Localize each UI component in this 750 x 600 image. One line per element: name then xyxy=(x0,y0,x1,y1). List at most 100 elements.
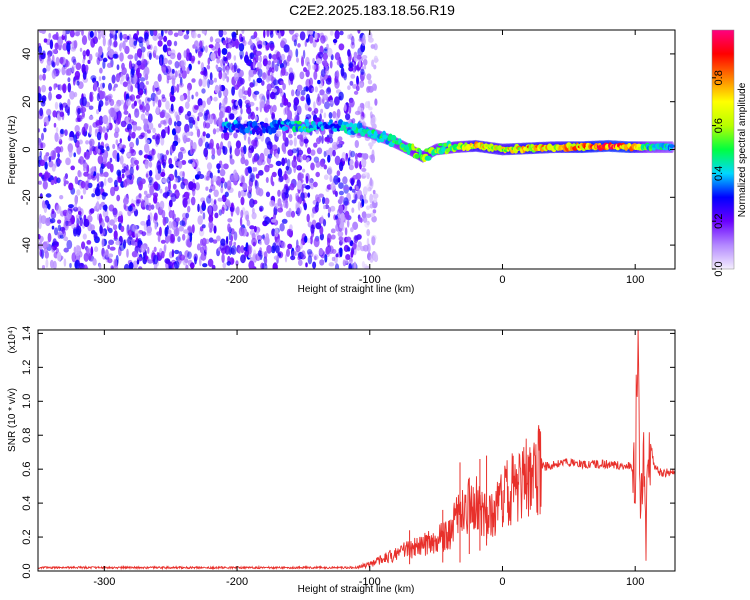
heatmap-cell xyxy=(262,127,267,134)
heatmap-cell xyxy=(342,176,348,185)
heatmap-cell xyxy=(316,147,323,155)
heatmap-cell xyxy=(173,40,178,47)
heatmap-cell xyxy=(68,182,74,191)
heatmap-cell xyxy=(203,112,208,121)
heatmap-cell xyxy=(350,150,356,158)
heatmap-cell xyxy=(270,127,277,134)
heatmap-cell xyxy=(373,252,378,262)
heatmap-cell xyxy=(351,207,355,213)
heatmap-cell xyxy=(314,255,317,261)
heatmap-cell xyxy=(160,30,164,37)
heatmap-cell xyxy=(213,225,217,234)
heatmap-cell xyxy=(162,161,166,169)
heatmap-cell xyxy=(222,146,228,156)
heatmap-cell xyxy=(275,130,282,137)
heatmap-cell xyxy=(261,234,265,239)
heatmap-cell xyxy=(39,107,44,117)
heatmap-cell xyxy=(313,142,318,148)
heatmap-cell xyxy=(66,68,72,76)
heatmap-cell xyxy=(350,250,354,258)
heatmap-cell xyxy=(283,147,287,154)
heatmap-cell xyxy=(112,53,118,59)
heatmap-cell xyxy=(98,263,102,269)
heatmap-cell xyxy=(200,62,205,72)
heatmap-cell xyxy=(113,131,119,138)
heatmap-cell xyxy=(39,159,46,167)
heatmap-cell xyxy=(276,30,280,34)
heatmap-cell xyxy=(192,120,196,125)
heatmap-cell xyxy=(355,85,360,92)
heatmap-cell xyxy=(370,117,376,127)
heatmap-cell xyxy=(128,128,132,136)
heatmap-cell xyxy=(153,30,158,37)
heatmap-cell xyxy=(220,180,224,188)
heatmap-cell xyxy=(161,65,167,74)
heatmap-cell xyxy=(366,205,370,210)
heatmap-cell xyxy=(144,66,150,76)
heatmap-cell xyxy=(302,154,308,161)
heatmap-cell xyxy=(139,77,146,82)
heatmap-cell xyxy=(240,107,243,115)
heatmap-cell xyxy=(124,205,129,212)
heatmap-cell xyxy=(53,147,57,154)
heatmap-cell xyxy=(120,42,123,48)
heatmap-cell xyxy=(138,193,142,199)
heatmap-cell xyxy=(175,124,181,134)
heatmap-cell xyxy=(38,92,42,98)
heatmap-cell xyxy=(176,120,182,127)
heatmap-cell xyxy=(263,30,266,39)
heatmap-cell xyxy=(169,95,176,103)
heatmap-cell xyxy=(327,124,331,129)
heatmap-cell xyxy=(92,36,99,44)
heatmap-cell xyxy=(56,177,61,184)
heatmap-cell xyxy=(255,186,261,196)
heatmap-cell xyxy=(315,128,320,135)
heatmap-cell xyxy=(171,249,175,258)
heatmap-cell xyxy=(101,221,105,228)
heatmap-cell xyxy=(129,37,135,48)
heatmap-cell xyxy=(344,210,350,220)
spectrogram-y-tick-label: 0 xyxy=(21,146,33,152)
heatmap-cell xyxy=(267,60,272,66)
heatmap-cell xyxy=(327,154,331,163)
heatmap-cell xyxy=(68,136,74,142)
heatmap-cell xyxy=(317,79,321,85)
heatmap-cell xyxy=(325,149,329,157)
heatmap-cell xyxy=(62,83,67,94)
heatmap-cell xyxy=(290,210,296,218)
heatmap-cell xyxy=(186,66,190,75)
heatmap-cell xyxy=(223,131,230,141)
heatmap-cell xyxy=(274,227,279,238)
heatmap-cell xyxy=(299,72,305,79)
heatmap-cell xyxy=(226,37,232,45)
heatmap-cell xyxy=(102,60,106,69)
heatmap-cell xyxy=(286,54,292,62)
heatmap-cell xyxy=(182,233,186,241)
heatmap-cell xyxy=(224,191,229,198)
heatmap-cell xyxy=(43,116,50,126)
heatmap-cell xyxy=(153,212,158,221)
heatmap-cell xyxy=(330,234,336,240)
heatmap-cell xyxy=(169,52,176,60)
heatmap-cell xyxy=(80,106,87,113)
heatmap-cell xyxy=(51,49,58,54)
heatmap-cell xyxy=(113,258,118,268)
heatmap-cell xyxy=(235,140,241,149)
heatmap-cell xyxy=(307,63,311,71)
heatmap-cell xyxy=(305,69,310,78)
heatmap-cell xyxy=(307,255,313,265)
heatmap-cell xyxy=(168,157,173,166)
heatmap-cell xyxy=(281,97,285,105)
heatmap-cell xyxy=(268,163,274,168)
heatmap-cell xyxy=(249,229,255,236)
heatmap-cell xyxy=(284,254,288,263)
heatmap-cell xyxy=(181,160,187,165)
heatmap-cell xyxy=(118,114,121,124)
heatmap-cell xyxy=(70,165,75,171)
heatmap-cell xyxy=(295,245,301,253)
heatmap-cell xyxy=(68,204,74,209)
heatmap-cell xyxy=(207,258,214,267)
heatmap-cell xyxy=(305,78,311,89)
heatmap-cell xyxy=(332,149,336,157)
